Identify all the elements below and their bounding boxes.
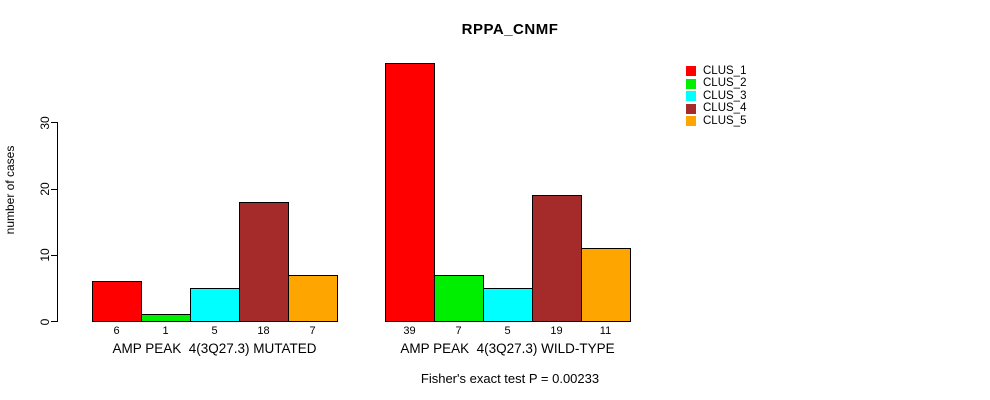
bar-value-label: 19 bbox=[550, 325, 563, 337]
bar-clus_4-group1 bbox=[239, 202, 289, 322]
y-axis-tick bbox=[51, 321, 57, 322]
y-axis-tick-label: 20 bbox=[38, 182, 52, 196]
y-axis-tick-label: 10 bbox=[38, 248, 52, 262]
legend-swatch bbox=[686, 66, 696, 77]
bar-clus_1-group2 bbox=[385, 63, 435, 322]
y-axis-tick bbox=[51, 122, 57, 124]
bar-value-label: 7 bbox=[309, 325, 316, 337]
chart-title: RPPA_CNMF bbox=[461, 21, 559, 38]
legend-item-clus_4: CLUS_4 bbox=[686, 103, 746, 116]
bar-value-label: 11 bbox=[599, 325, 612, 337]
y-axis-tick bbox=[51, 188, 57, 190]
legend-item-clus_1: CLUS_1 bbox=[686, 65, 746, 78]
bar-value-label: 7 bbox=[455, 325, 462, 337]
legend-label: CLUS_1 bbox=[703, 64, 747, 77]
legend: CLUS_1 CLUS_2 CLUS_3 CLUS_4 CLUS_5 bbox=[686, 65, 746, 128]
legend-label: CLUS_5 bbox=[703, 114, 747, 127]
bar-clus_2-group1 bbox=[141, 314, 191, 322]
legend-item-clus_5: CLUS_5 bbox=[686, 115, 746, 128]
bar-clus_5-group2 bbox=[581, 248, 631, 322]
group-label: AMP PEAK 4(3Q27.3) WILD-TYPE bbox=[400, 341, 615, 356]
bar-clus_1-group1 bbox=[92, 281, 142, 322]
bar-clus_2-group2 bbox=[434, 275, 484, 322]
legend-swatch bbox=[686, 103, 696, 114]
legend-swatch bbox=[686, 78, 696, 89]
legend-label: CLUS_4 bbox=[703, 102, 747, 115]
bar-value-label: 18 bbox=[257, 325, 270, 337]
legend-swatch bbox=[686, 116, 696, 127]
legend-item-clus_3: CLUS_3 bbox=[686, 90, 746, 103]
bar-value-label: 1 bbox=[162, 325, 169, 337]
bar-clus_5-group1 bbox=[288, 275, 338, 322]
y-axis-label: number of cases bbox=[3, 145, 17, 235]
y-axis-line bbox=[57, 122, 58, 322]
bar-clus_3-group1 bbox=[190, 288, 240, 322]
legend-label: CLUS_3 bbox=[703, 89, 747, 102]
group-label: AMP PEAK 4(3Q27.3) MUTATED bbox=[112, 341, 317, 356]
y-axis-tick-label: 30 bbox=[38, 116, 52, 130]
bar-value-label: 6 bbox=[113, 325, 120, 337]
y-axis-tick bbox=[51, 254, 57, 256]
bar-clus_4-group2 bbox=[532, 195, 582, 322]
bar-value-label: 39 bbox=[403, 325, 416, 337]
fisher-test-annotation: Fisher's exact test P = 0.00233 bbox=[420, 371, 600, 386]
legend-swatch bbox=[686, 91, 696, 102]
legend-label: CLUS_2 bbox=[703, 77, 747, 90]
bar-clus_3-group2 bbox=[483, 288, 533, 322]
bar-value-label: 5 bbox=[211, 325, 218, 337]
y-axis-tick-label: 0 bbox=[38, 318, 52, 325]
legend-item-clus_2: CLUS_2 bbox=[686, 78, 746, 91]
bar-value-label: 5 bbox=[504, 325, 511, 337]
